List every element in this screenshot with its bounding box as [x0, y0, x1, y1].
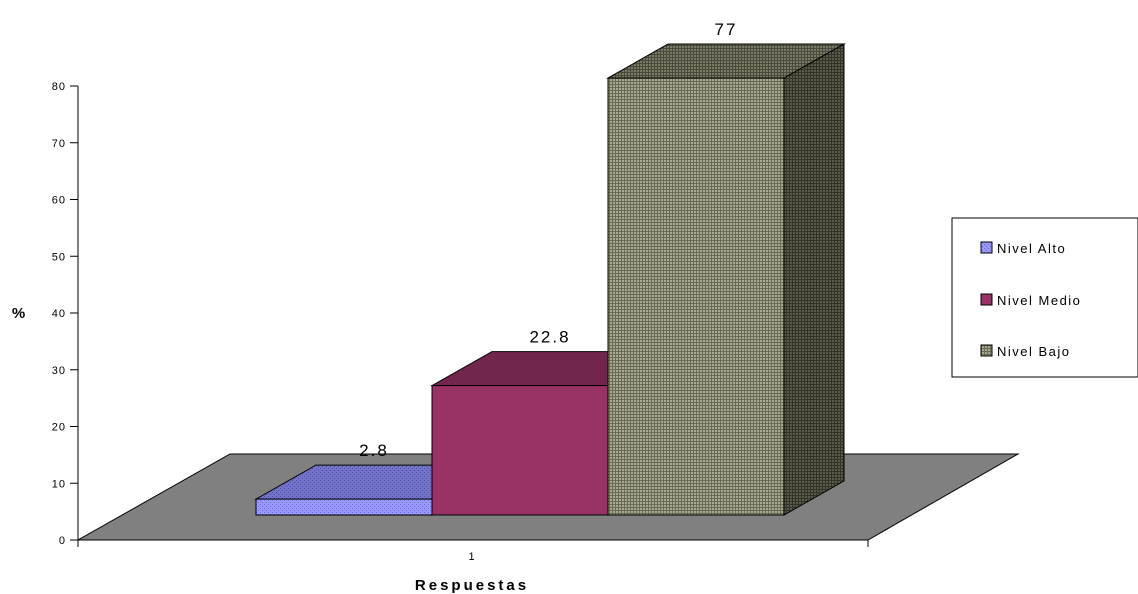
x-axis-title: Respuestas: [415, 577, 529, 594]
y-axis-title: %: [12, 305, 28, 322]
y-tick-label: 0: [59, 535, 66, 547]
y-tick-label: 80: [52, 81, 66, 93]
data-label-nivel-bajo: 77: [715, 20, 738, 39]
legend-label-nivel-alto: Nivel Alto: [997, 241, 1066, 256]
legend-swatch-nivel-bajo: [980, 344, 993, 357]
y-tick-label: 20: [52, 422, 66, 434]
y-tick-label: 60: [52, 195, 66, 207]
bar-front-nivel-medio: [431, 385, 609, 516]
y-tick-label: 70: [52, 138, 66, 150]
legend: Nivel Alto Nivel Medio Nivel Bajo: [951, 217, 1138, 378]
y-axis: 0 10 20 30 40 50 60 70 80: [52, 81, 79, 547]
legend-swatch-nivel-alto: [980, 241, 993, 254]
data-label-nivel-medio: 22.8: [529, 328, 570, 347]
y-tick-label: 40: [52, 308, 66, 320]
y-tick-label: 30: [52, 365, 66, 377]
bar-nivel-bajo: 77: [606, 20, 846, 516]
legend-label-nivel-bajo: Nivel Bajo: [997, 344, 1071, 359]
x-tick-label: 1: [468, 551, 475, 563]
data-label-nivel-alto: 2.8: [359, 441, 389, 460]
legend-label-nivel-medio: Nivel Medio: [997, 293, 1081, 308]
legend-swatch-nivel-medio: [980, 293, 993, 306]
y-tick-label: 50: [52, 251, 66, 263]
x-axis: 1: [77, 540, 869, 563]
bar-front-nivel-bajo: [607, 77, 785, 516]
y-tick-label: 10: [52, 478, 66, 490]
bar-front-nivel-alto: [255, 498, 433, 516]
bar-side-nivel-bajo: [783, 43, 845, 516]
